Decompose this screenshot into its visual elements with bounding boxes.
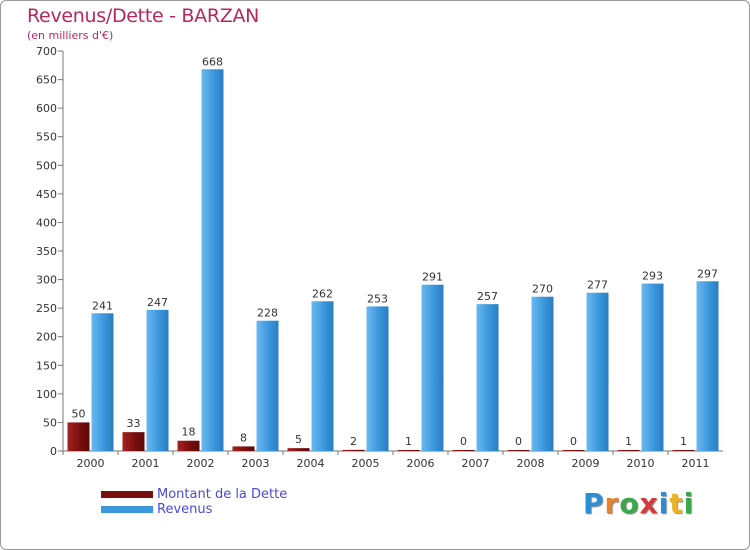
x-tick-label: 2007: [462, 457, 490, 470]
x-tick-label: 2008: [517, 457, 545, 470]
proxiti-logo: Proxiti: [583, 487, 694, 520]
chart-bars: [67, 69, 719, 452]
data-label-revenus-2002: 668: [202, 55, 223, 68]
y-tick-label: 450: [36, 188, 57, 201]
y-tick-label: 50: [43, 416, 57, 429]
bar-dette-2003: [232, 446, 255, 451]
data-label-dette-2003: 8: [240, 431, 247, 444]
data-label-dette-2002: 18: [182, 426, 196, 439]
bar-revenus-2004: [311, 301, 334, 451]
bar-dette-2000: [67, 422, 90, 451]
bar-dette-2005: [342, 449, 365, 451]
bar-dette-2007: [452, 450, 475, 451]
legend-item-revenus: Revenus: [101, 502, 287, 517]
bar-revenus-2001: [146, 309, 169, 451]
legend-swatch-revenus: [101, 506, 153, 513]
data-label-revenus-2006: 291: [422, 271, 443, 284]
legend-swatch-dette: [101, 491, 153, 498]
x-tick-label: 2009: [572, 457, 600, 470]
x-tick-label: 2010: [627, 457, 655, 470]
x-tick-label: 2011: [682, 457, 710, 470]
bar-dette-2009: [562, 450, 585, 451]
y-tick-label: 300: [36, 274, 57, 287]
y-tick-label: 200: [36, 331, 57, 344]
bar-dette-2011: [672, 450, 695, 451]
data-label-revenus-2007: 257: [477, 290, 498, 303]
data-label-revenus-2010: 293: [642, 270, 663, 283]
y-tick-label: 600: [36, 102, 57, 115]
data-label-revenus-2001: 247: [147, 296, 168, 309]
data-label-revenus-2009: 277: [587, 279, 608, 292]
data-label-dette-2011: 1: [680, 435, 687, 448]
logo-letter: o: [619, 487, 640, 520]
legend-label-dette: Montant de la Dette: [157, 487, 288, 502]
logo-letter: i: [683, 487, 695, 520]
y-tick-label: 100: [36, 388, 57, 401]
bar-revenus-2011: [696, 281, 719, 451]
y-tick-label: 550: [36, 131, 57, 144]
chart-subtitle: (en milliers d'€): [27, 29, 114, 42]
y-tick-label: 0: [50, 445, 57, 458]
bar-revenus-2008: [531, 296, 554, 451]
bar-revenus-2005: [366, 306, 389, 451]
bar-dette-2001: [122, 432, 145, 451]
x-tick-label: 2005: [352, 457, 380, 470]
legend-label-revenus: Revenus: [157, 502, 213, 517]
data-label-dette-2008: 0: [515, 435, 522, 448]
x-tick-label: 2006: [407, 457, 435, 470]
bar-revenus-2007: [476, 304, 499, 451]
bar-dette-2008: [507, 450, 530, 451]
bar-dette-2006: [397, 450, 420, 451]
bar-revenus-2006: [421, 284, 444, 451]
y-tick-label: 700: [36, 45, 57, 58]
logo-letter: t: [669, 487, 684, 520]
x-tick-label: 2003: [242, 457, 270, 470]
logo-letter: i: [658, 487, 670, 520]
bar-revenus-2000: [91, 313, 114, 451]
data-label-dette-2007: 0: [460, 435, 467, 448]
bar-dette-2010: [617, 450, 640, 451]
chart-axes: 0501001502002503003504004505005506006507…: [36, 45, 723, 470]
data-label-revenus-2008: 270: [532, 283, 553, 296]
logo-letter: P: [583, 487, 605, 520]
data-label-dette-2000: 50: [72, 407, 86, 420]
bar-revenus-2002: [201, 69, 224, 452]
bar-revenus-2010: [641, 283, 664, 451]
y-tick-label: 500: [36, 159, 57, 172]
data-label-revenus-2005: 253: [367, 292, 388, 305]
y-tick-label: 400: [36, 216, 57, 229]
data-label-dette-2004: 5: [295, 433, 302, 446]
y-tick-label: 250: [36, 302, 57, 315]
y-tick-label: 650: [36, 74, 57, 87]
data-label-revenus-2000: 241: [92, 299, 113, 312]
chart-legend: Montant de la Dette Revenus: [101, 487, 287, 517]
data-label-revenus-2011: 297: [697, 267, 718, 280]
chart-title: Revenus/Dette - BARZAN: [27, 5, 260, 27]
bar-dette-2004: [287, 448, 310, 451]
data-label-revenus-2004: 262: [312, 287, 333, 300]
y-tick-label: 150: [36, 359, 57, 372]
x-tick-label: 2004: [297, 457, 325, 470]
data-label-dette-2010: 1: [625, 435, 632, 448]
x-tick-label: 2002: [187, 457, 215, 470]
logo-letter: r: [604, 487, 620, 520]
bar-revenus-2009: [586, 292, 609, 451]
data-label-dette-2001: 33: [127, 417, 141, 430]
data-label-dette-2005: 2: [350, 435, 357, 448]
legend-item-dette: Montant de la Dette: [101, 487, 287, 502]
bar-dette-2002: [177, 440, 200, 451]
logo-letter: x: [639, 487, 659, 520]
x-tick-label: 2001: [132, 457, 160, 470]
y-tick-label: 350: [36, 245, 57, 258]
chart-labels: 50 241 33 247 18 668 8 228 5 262 2 253 1 291 0 257 0 270 0…: [72, 55, 719, 448]
data-label-dette-2009: 0: [570, 435, 577, 448]
data-label-dette-2006: 1: [405, 435, 412, 448]
bar-revenus-2003: [256, 320, 279, 451]
data-label-revenus-2003: 228: [257, 307, 278, 320]
x-tick-label: 2000: [77, 457, 105, 470]
